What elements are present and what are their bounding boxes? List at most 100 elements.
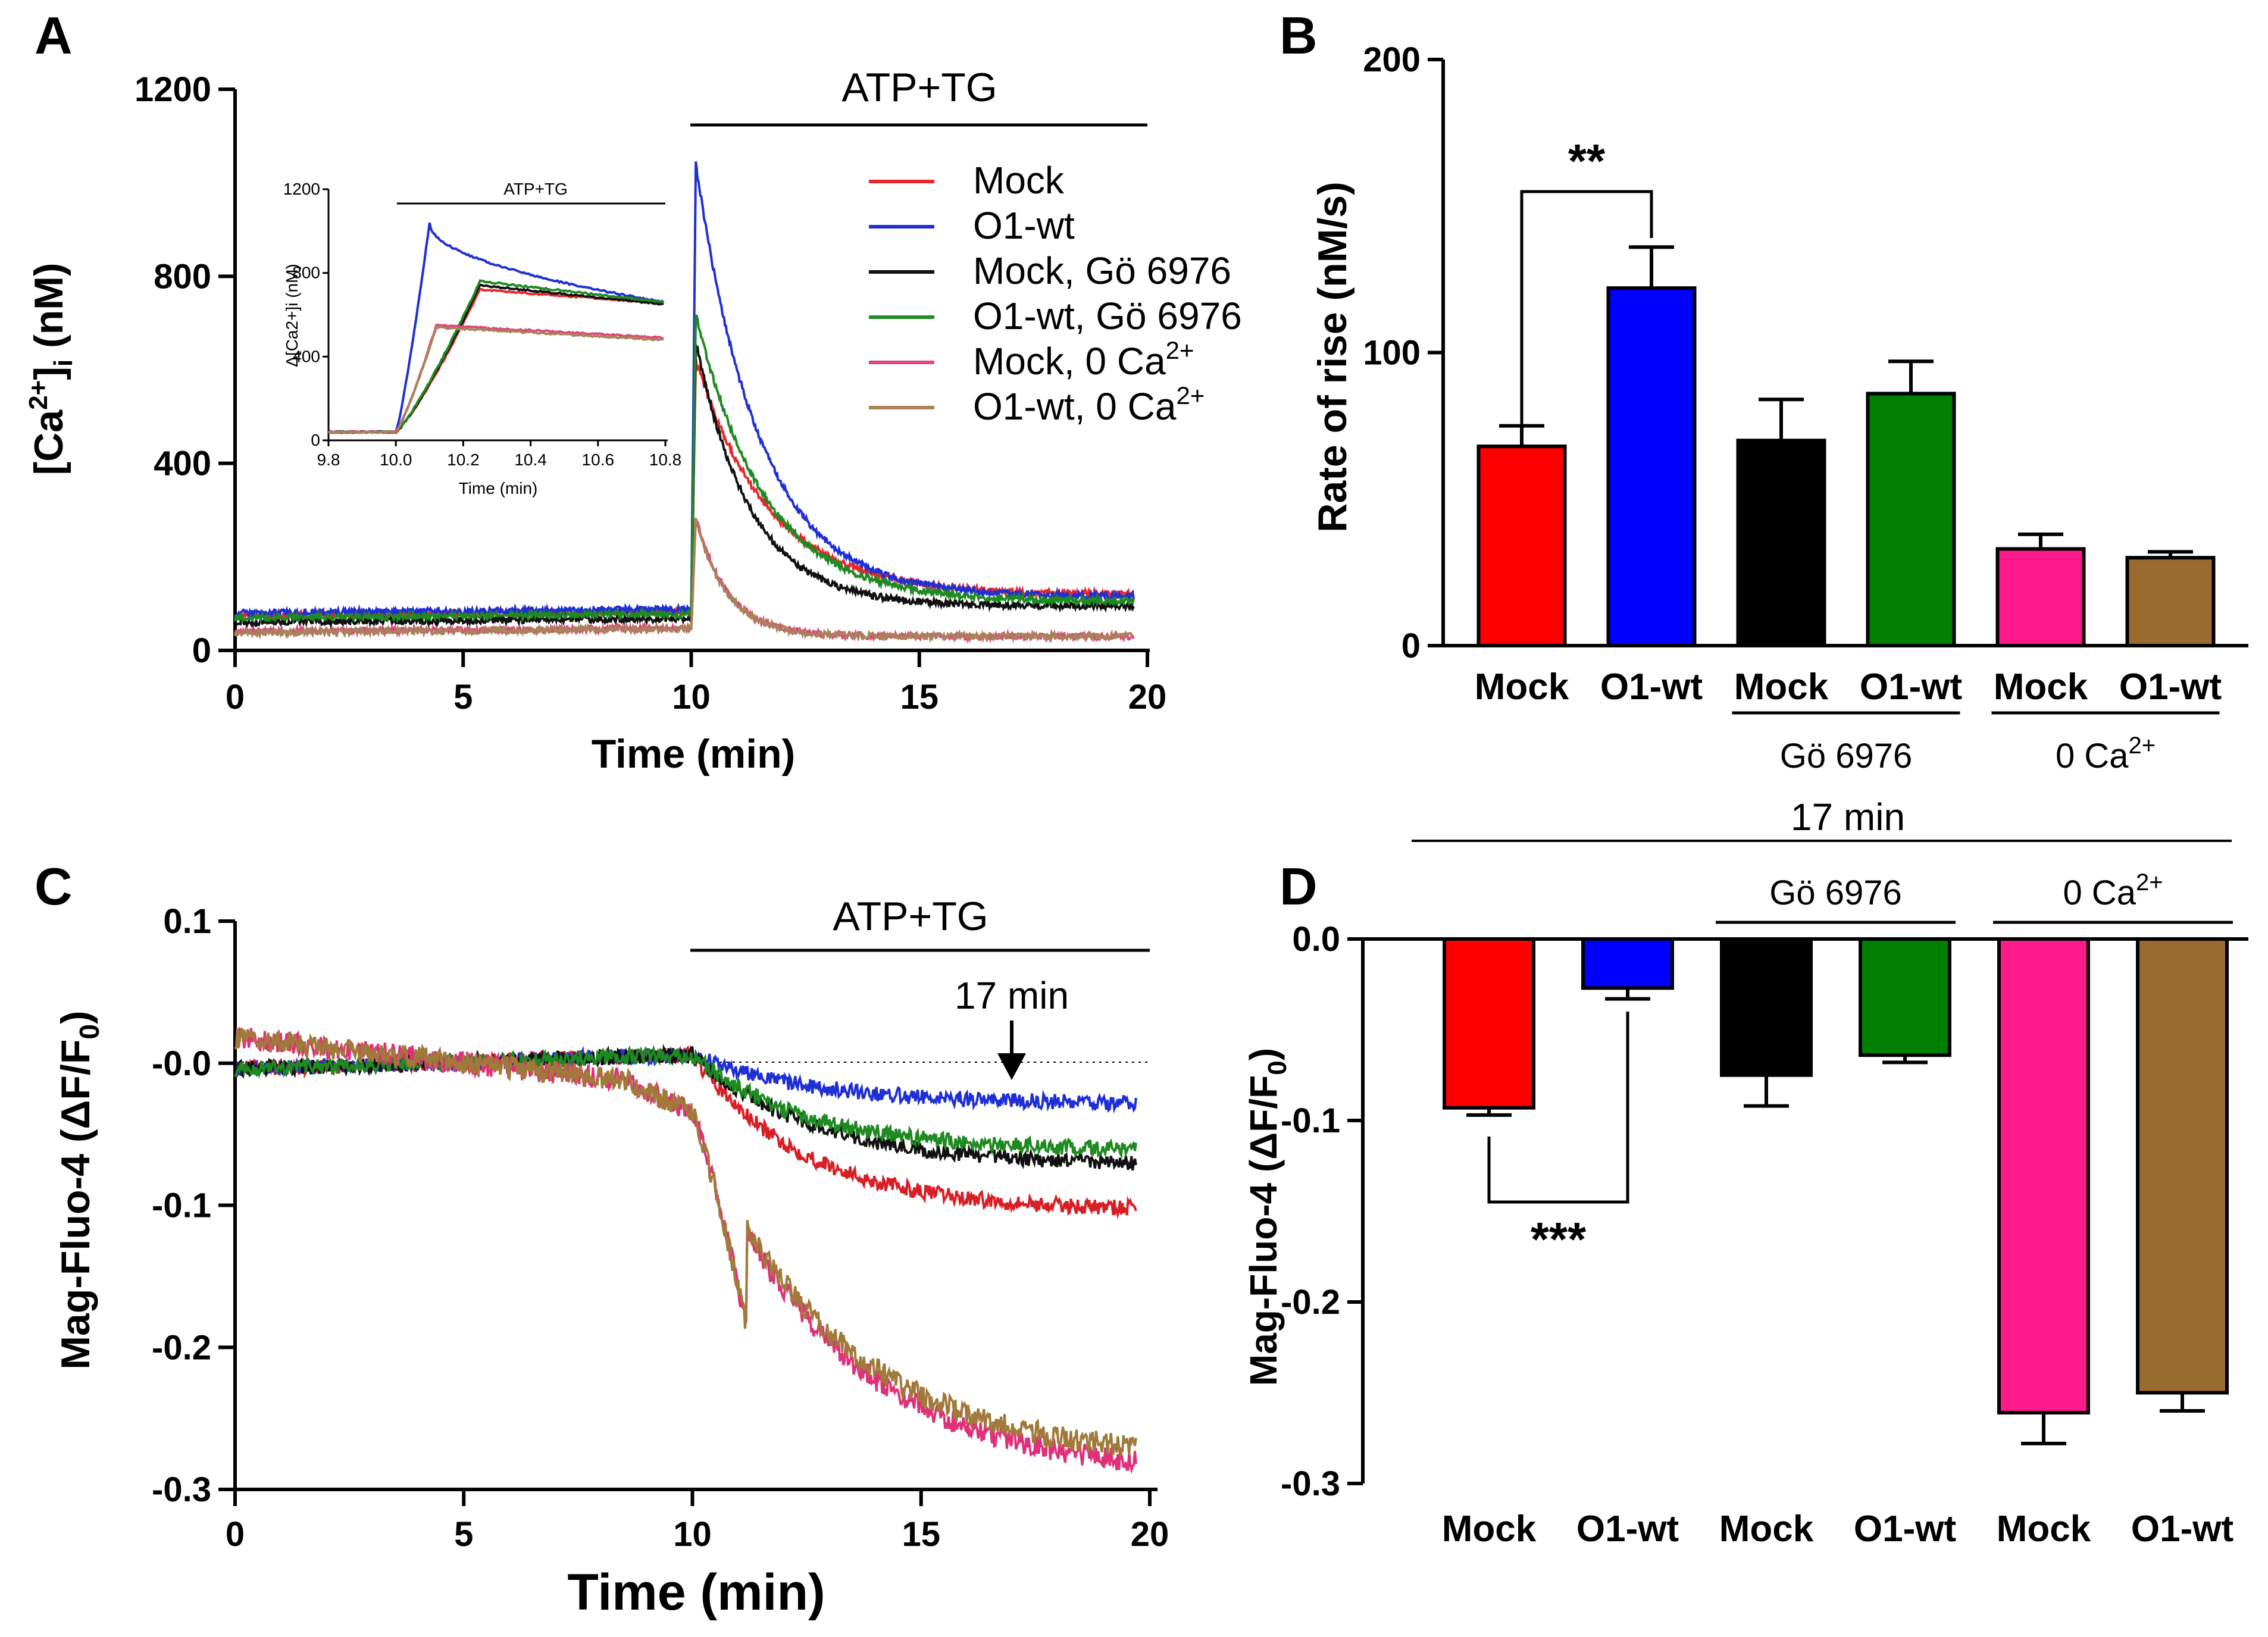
b-y-axis-label: Rate of rise (nM/s) [1310,181,1355,532]
c-x-tick-label: 10 [673,1515,712,1554]
d-group-label-0: Gö 6976 [1769,874,1902,912]
b-significance: ** [1520,134,1653,445]
d-sig-bracket [1487,1012,1629,1204]
a-x-tick-label: 5 [453,678,473,716]
b-category-0: Mock [1475,666,1569,708]
inset-x-tick-label: 9.8 [317,450,340,469]
c-x-tick-label: 15 [902,1515,940,1554]
d-y-axis-label: Mag-Fluo-4 (ΔF/F0) [1242,1048,1292,1386]
d-group-label-1: 0 Ca2+ [2063,869,2163,912]
c-y-tick-label: -0.3 [152,1470,211,1509]
a-legend-label-3: O1-wt, Gö 6976 [973,295,1242,337]
a-y-ticks: 0 400 800 1200 [134,70,235,670]
b-y-tick-label: 200 [1363,40,1421,79]
inset-x-axis-label: Time (min) [459,479,538,497]
inset-atp-tg-label: ATP+TG [503,180,568,198]
b-bar-0 [1476,445,1567,647]
a-y-tick-label: 1200 [134,70,211,109]
inset-x-tick-label: 10.8 [649,450,682,469]
c-series [234,1026,1137,1474]
a-inset: ATP+TG Time (min) Δ[Ca2+]i (nM) 0 400 800 1… [283,180,681,497]
c-y-tick-label: -0.0 [152,1044,211,1083]
a-y-tick-label: 400 [154,445,211,483]
panel-a: A 0 400 800 1200 0 5 10 15 20 [Ca2+]i (nM) Time… [24,6,1242,777]
c-y-tick-label: 0.1 [163,902,211,941]
panel-label-c: C [35,857,73,916]
d-category-4: Mock [1997,1508,2091,1550]
c-x-tick-label: 20 [1131,1515,1169,1554]
c-x-axis-label: Time (min) [567,1564,825,1621]
b-groups: Gö 6976 0 Ca2+ [1732,711,2220,775]
b-group-label-1: 0 Ca2+ [2056,733,2156,775]
c-y-ticks: 0.1 -0.0 -0.1 -0.2 -0.3 [152,902,235,1509]
inset-x-tick-label: 10.4 [514,450,547,469]
inset-y-tick-label: 800 [292,264,320,282]
a-series-line-1 [234,161,1135,619]
b-y-tick-label: 0 [1402,627,1421,665]
d-bar-2 [1720,937,1813,1077]
inset-y-tick-label: 400 [292,347,320,365]
inset-y-tick-label: 1200 [283,180,320,198]
inset-series-line-3 [328,279,664,434]
d-sig-label: *** [1531,1213,1587,1266]
d-y-tick-label: -0.2 [1281,1283,1340,1322]
inset-series [327,222,665,434]
a-y-axis-label: [Ca2+]i (nM) [24,262,78,475]
b-group-label-0: Gö 6976 [1780,737,1913,775]
c-x-ticks: 0 5 10 15 20 [226,1489,1169,1554]
a-x-axis-label: Time (min) [592,731,796,777]
d-bar-1 [1581,937,1674,990]
a-legend-label-2: Mock, Gö 6976 [973,249,1231,292]
inset-ticks: 0 400 800 1200 9.8 10.0 10.2 10.4 10.6 10.8 [283,180,682,469]
b-sig-bracket [1520,190,1653,445]
a-legend-label-0: Mock [973,159,1065,202]
d-bar-3 [1859,937,1951,1057]
panel-label-a: A [35,6,73,65]
inset-y-tick-label: 0 [311,431,320,449]
b-category-4: Mock [1994,666,2088,708]
inset-x-tick-label: 10.0 [380,450,412,469]
c-y-tick-label: -0.1 [152,1187,211,1225]
inset-series-line-4 [328,323,664,434]
c-x-tick-label: 5 [454,1515,473,1554]
inset-series-line-0 [328,287,664,434]
a-legend-label-4: Mock, 0 Ca2+ [973,336,1194,383]
d-significance: *** [1487,1012,1629,1266]
b-y-tick-label: 100 [1363,334,1421,373]
a-atp-tg-label: ATP+TG [841,65,997,110]
a-x-ticks: 0 5 10 15 20 [226,650,1166,716]
c-y-axis-label: Mag-Fluo-4 (ΔF/F0) [53,1010,105,1369]
d-category-1: O1-wt [1576,1508,1679,1550]
a-x-tick-label: 10 [672,678,711,716]
d-category-0: Mock [1442,1508,1537,1550]
b-categories: Mock O1-wt Mock O1-wt Mock O1-wt [1475,666,2222,708]
d-groups: Gö 6976 0 Ca2+ [1716,869,2233,924]
inset-y-axis-label: Δ[Ca2+]i (nM) [283,264,301,367]
d-category-5: O1-wt [2131,1508,2233,1550]
d-17min-label: 17 min [1791,796,1905,838]
a-legend-label-5: O1-wt, 0 Ca2+ [973,381,1205,428]
c-x-tick-label: 0 [226,1515,245,1554]
panel-b: B 0 100 200 Rate of rise (nM/s) Mock O1-wt M… [1280,6,2248,775]
a-x-tick-label: 0 [226,678,245,716]
d-category-3: O1-wt [1854,1508,1956,1550]
panel-c: C 0.1 -0.0 -0.1 -0.2 -0.3 0 5 10 15 20 Mag-Fluo-… [35,857,1169,1621]
d-bars [1443,937,2229,1445]
d-bar-4 [1997,937,2090,1415]
a-y-tick-label: 0 [192,631,211,670]
b-category-5: O1-wt [2119,666,2222,708]
b-category-1: O1-wt [1600,666,1703,708]
b-category-2: Mock [1734,666,1829,708]
inset-x-tick-label: 10.6 [582,450,615,469]
b-bar-4 [1995,547,2086,647]
c-atp-tg-label: ATP+TG [833,894,988,939]
a-x-tick-label: 20 [1128,678,1167,716]
c-series-line-5 [234,1028,1137,1456]
a-series-line-3 [234,314,1135,624]
panel-d: D 17 min 0.0 -0.1 -0.2 -0.3 Mag-Fluo-4 (ΔF/… [1242,796,2248,1550]
b-sig-label: ** [1568,134,1606,187]
inset-x-tick-label: 10.2 [447,450,480,469]
panel-label-b: B [1280,6,1318,65]
inset-series-line-5 [327,325,664,434]
